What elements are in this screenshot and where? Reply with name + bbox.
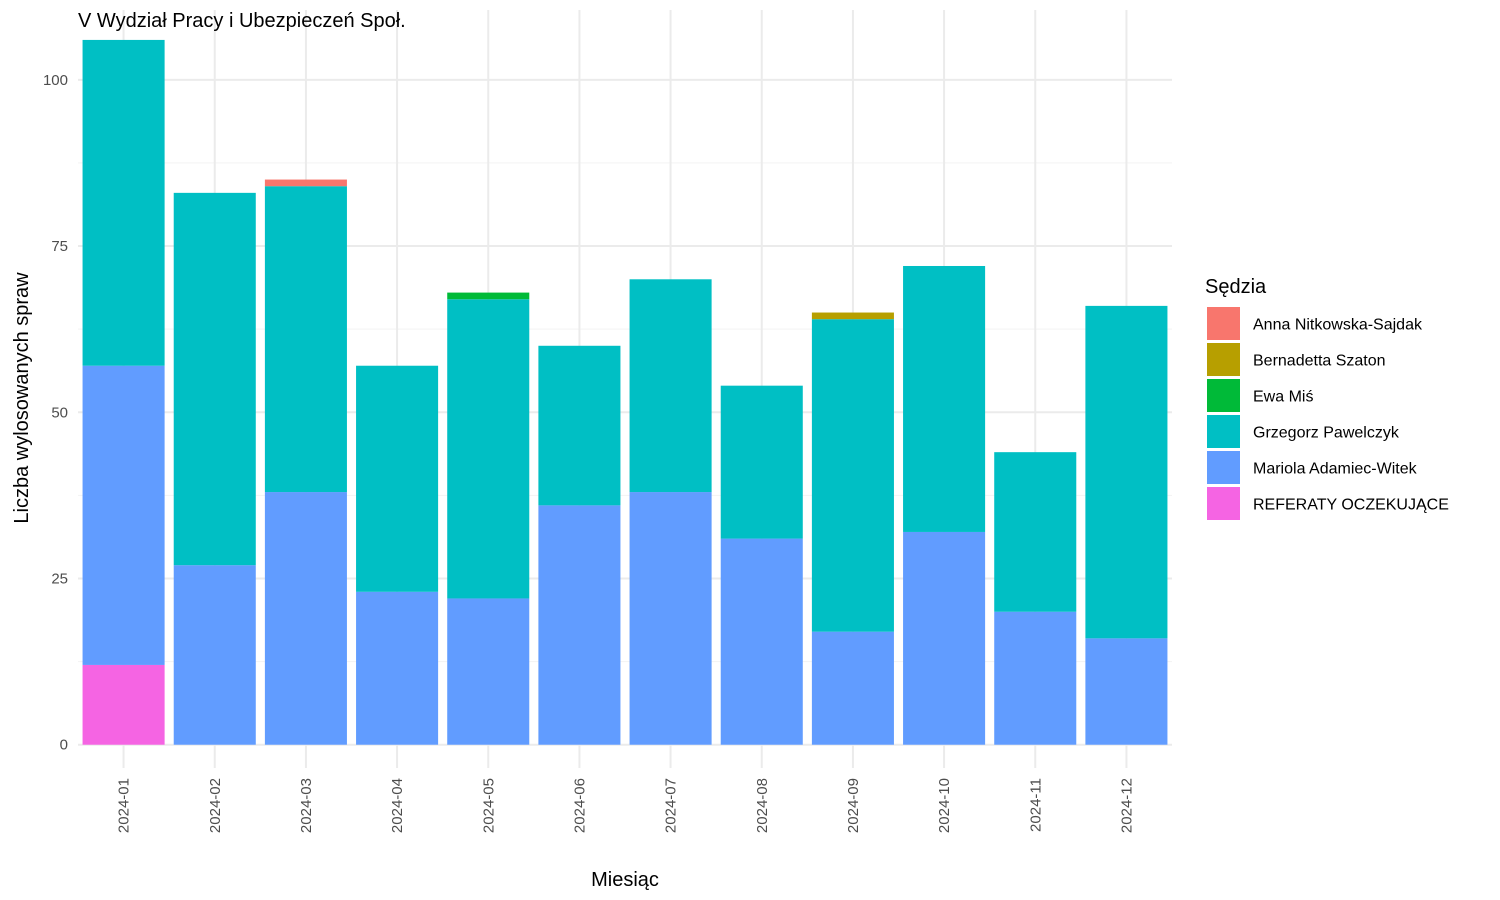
bar-segment: [447, 292, 530, 300]
legend-label: Anna Nitkowska-Sajdak: [1253, 317, 1423, 334]
bar-segment: [1085, 305, 1168, 639]
legend-label: Grzegorz Pawelczyk: [1253, 425, 1400, 442]
legend-label: REFERATY OCZEKUJĄCE: [1253, 497, 1449, 514]
x-tick-label: 2024-01: [116, 778, 133, 833]
y-axis-title: Liczba wylosowanych spraw: [11, 272, 33, 524]
legend-swatch: [1207, 451, 1240, 484]
bar-segment: [82, 365, 165, 665]
y-tick-label: 0: [60, 737, 68, 754]
x-tick-label: 2024-11: [1027, 778, 1044, 832]
bar-segment: [538, 345, 621, 506]
x-axis-title: Miesiąc: [591, 869, 659, 891]
y-tick-label: 25: [51, 571, 68, 588]
bar-segment: [264, 179, 347, 187]
bar-segment: [82, 664, 165, 745]
bars: [82, 39, 1168, 745]
bar-segment: [994, 611, 1077, 745]
bar-segment: [447, 598, 530, 745]
y-tick-label: 75: [51, 238, 68, 255]
legend-label: Bernadetta Szaton: [1253, 353, 1386, 370]
x-tick-label: 2024-03: [298, 778, 315, 833]
bar-segment: [356, 365, 439, 592]
legend-swatch: [1207, 379, 1240, 412]
x-tick-label: 2024-05: [480, 778, 497, 833]
legend-swatch: [1207, 343, 1240, 376]
y-tick-label: 50: [51, 404, 68, 421]
bar-segment: [538, 505, 621, 745]
bar-segment: [173, 192, 256, 566]
x-tick-label: 2024-12: [1118, 778, 1135, 833]
bar-segment: [720, 385, 803, 539]
bar-segment: [811, 319, 894, 632]
legend: Sędzia Anna Nitkowska-Sajdak Bernadetta S…: [1205, 276, 1449, 520]
legend-swatch: [1207, 415, 1240, 448]
bar-segment: [903, 531, 986, 745]
legend-swatch: [1207, 307, 1240, 340]
x-tick-label: 2024-02: [207, 778, 224, 833]
x-tick-label: 2024-10: [936, 778, 953, 833]
legend-swatch: [1207, 487, 1240, 520]
bar-segment: [629, 279, 712, 493]
legend-label: Ewa Miś: [1253, 389, 1313, 406]
x-tick-label: 2024-08: [754, 778, 771, 833]
bar-segment: [1085, 638, 1168, 745]
bar-segment: [811, 631, 894, 745]
x-tick-label: 2024-07: [663, 778, 680, 833]
legend-title: Sędzia: [1205, 276, 1267, 298]
legend-label: Mariola Adamiec-Witek: [1253, 461, 1418, 478]
bar-segment: [994, 452, 1077, 612]
bar-segment: [264, 492, 347, 745]
x-tick-label: 2024-09: [845, 778, 862, 833]
bar-segment: [356, 591, 439, 745]
y-tick-label: 100: [43, 72, 68, 89]
bar-segment: [447, 299, 530, 599]
bar-segment: [903, 265, 986, 532]
bar-segment: [173, 565, 256, 745]
bar-segment: [720, 538, 803, 745]
bar-segment: [264, 186, 347, 493]
bar-segment: [82, 39, 165, 366]
x-tick-label: 2024-04: [389, 778, 406, 833]
bar-segment: [811, 312, 894, 320]
x-axis-ticks: 2024-01 2024-02 2024-03 2024-04 2024-05 2024-…: [116, 778, 1136, 833]
y-axis-ticks: 0 25 50 75 100: [43, 72, 68, 754]
chart-title: V Wydział Pracy i Ubezpieczeń Społ.: [78, 10, 406, 32]
bar-segment: [629, 492, 712, 745]
x-tick-label: 2024-06: [571, 778, 588, 833]
